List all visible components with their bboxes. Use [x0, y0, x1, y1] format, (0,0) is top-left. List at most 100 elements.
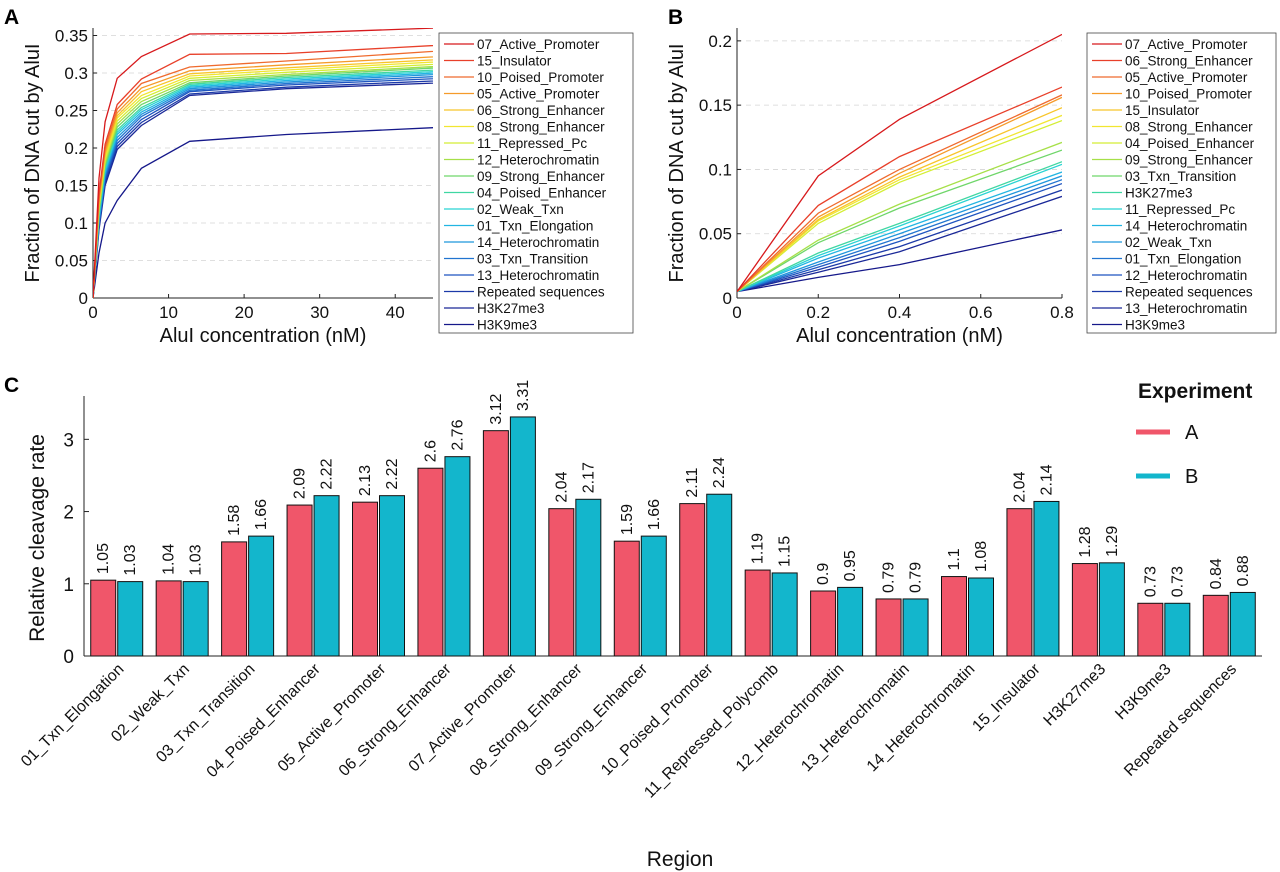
chart-c-category-label: 01_Txn_Elongation — [18, 661, 128, 771]
chart-a-series-line — [93, 76, 433, 298]
chart-c-bar-value-label: 3.31 — [515, 380, 532, 411]
chart-b-series-line — [737, 119, 1062, 293]
chart-c-bar-a — [1202, 594, 1229, 657]
chart-a-series-line — [93, 70, 433, 298]
chart-c-bar-value-label: 1.04 — [161, 544, 178, 575]
chart-c-bar-value-label: 0.79 — [908, 562, 925, 593]
chart-c-bar-value-label: 1.15 — [777, 536, 794, 567]
chart-c-bar-value-label: 1.08 — [973, 541, 990, 572]
chart-b-legend-label: 07_Active_Promoter — [1125, 37, 1248, 52]
chart-c-bar-value-label: 1.66 — [253, 499, 270, 530]
chart-a-legend-label: 06_Strong_Enhancer — [477, 103, 605, 118]
chart-c: 0 1 2 3 Relative cleavage rate Region 1.05 1.03… — [18, 380, 1262, 871]
chart-b-series-line — [737, 161, 1062, 293]
chart-c-bar-value-label: 0.73 — [1142, 566, 1159, 597]
chart-c-bar-value-label: 1.66 — [646, 499, 663, 530]
chart-a-series-line — [93, 78, 433, 298]
chart-a-legend-label: 13_Heterochromatin — [477, 268, 599, 283]
chart-b-y-tick-label: 0.05 — [699, 225, 732, 244]
chart-c-bar-b — [640, 535, 667, 657]
chart-c-legend-label: B — [1185, 466, 1198, 488]
chart-c-bar-value-label: 2.11 — [684, 468, 701, 498]
chart-a-legend-label: 15_Insulator — [477, 54, 552, 69]
chart-c-y-tick-label: 2 — [63, 503, 74, 524]
chart-b-y-tick-label: 0 — [723, 289, 732, 308]
chart-a-x-tick-label: 20 — [235, 303, 254, 322]
chart-c-bar-value-label: 0.84 — [1208, 558, 1225, 589]
chart-a-legend-label: Repeated sequences — [477, 285, 605, 300]
panel-label-a: A — [4, 6, 19, 29]
chart-c-bar-b — [248, 535, 275, 657]
chart-c-bar-value-label: 1.1 — [946, 548, 963, 570]
chart-a-y-tick-label: 0.35 — [55, 27, 88, 46]
chart-a-legend-label: 09_Strong_Enhancer — [477, 169, 605, 184]
chart-b-legend-label: H3K9me3 — [1125, 318, 1185, 333]
chart-c-bar-value-label: 0.9 — [815, 563, 832, 585]
chart-c-bar-value-label: 3.12 — [488, 393, 505, 424]
chart-c-bar-a — [1137, 602, 1164, 657]
chart-b-legend-label: 15_Insulator — [1125, 103, 1200, 118]
chart-a-legend-label: 03_Txn_Transition — [477, 252, 588, 267]
chart-c-bar-a — [221, 541, 248, 657]
chart-c-category-label: 12_Heterochromatin — [733, 661, 848, 776]
chart-c-bar-value-label: 2.76 — [449, 419, 466, 450]
chart-c-category-label: 07_Active_Promoter — [406, 660, 521, 775]
chart-c-category-label: 05_Active_Promoter — [275, 660, 390, 775]
chart-a-legend-label: 14_Heterochromatin — [477, 235, 599, 250]
chart-b-legend-label: 09_Strong_Enhancer — [1125, 153, 1253, 168]
chart-c-bar-value-label: 1.19 — [750, 533, 767, 564]
chart-b-legend-label: 05_Active_Promoter — [1125, 70, 1248, 85]
chart-b-series-line — [737, 96, 1062, 293]
chart-c-bar-value-label: 2.22 — [384, 458, 401, 489]
chart-c-bar-a — [548, 508, 575, 657]
chart-b-legend-label: 04_Poised_Enhancer — [1125, 136, 1255, 151]
chart-a-series-line — [93, 61, 433, 298]
chart-a-legend-label: 05_Active_Promoter — [477, 87, 600, 102]
chart-a-series-line — [93, 28, 433, 298]
chart-c-bar-value-label: 2.13 — [357, 465, 374, 496]
chart-c-bar-a — [941, 576, 967, 657]
chart-b-series-line — [737, 141, 1062, 293]
chart-c-bar-value-label: 0.88 — [1235, 555, 1252, 586]
chart-b-legend-label: 12_Heterochromatin — [1125, 268, 1247, 283]
chart-c-category-label: 09_Strong_Enhancer — [532, 660, 651, 779]
chart-a-legend-label: H3K27me3 — [477, 301, 545, 316]
chart-c-bar-value-label: 2.09 — [292, 468, 309, 499]
chart-a-series-line — [93, 69, 433, 298]
chart-c-bar-value-label: 1.28 — [1077, 526, 1094, 557]
chart-c-bar-b — [1229, 591, 1256, 657]
chart-c-bar-b — [575, 498, 602, 657]
chart-c-bar-value-label: 2.14 — [1038, 464, 1055, 495]
chart-b-y-tick-label: 0.2 — [708, 32, 732, 51]
chart-c-bar-value-label: 1.59 — [619, 504, 636, 535]
chart-c-bar-value-label: 2.04 — [1011, 471, 1028, 502]
chart-c-category-label: H3K27me3 — [1041, 661, 1110, 730]
chart-a-series-line — [93, 67, 433, 298]
chart-b-series-line — [737, 107, 1062, 293]
chart-b-series-line — [737, 86, 1062, 293]
chart-a-legend-label: 04_Poised_Enhancer — [477, 186, 607, 201]
chart-a-legend-label: 07_Active_Promoter — [477, 37, 600, 52]
chart-c-category-label: 04_Poised_Enhancer — [204, 660, 325, 781]
chart-c-bar-value-label: 1.03 — [188, 544, 205, 575]
chart-a-series-line — [93, 56, 433, 298]
chart-a-y-tick-label: 0 — [79, 289, 88, 308]
chart-c-category-label: 11_Repressed_Polycomb — [641, 661, 782, 802]
chart-c-bar-a — [417, 467, 444, 657]
chart-c-y-tick-label: 1 — [63, 575, 74, 596]
chart-a-x-tick-label: 0 — [88, 303, 97, 322]
chart-b-series-line — [737, 149, 1062, 293]
chart-a-x-tick-label: 10 — [159, 303, 178, 322]
chart-c-bar-value-label: 0.73 — [1169, 566, 1186, 597]
chart-c-category-label: 14_Heterochromatin — [864, 661, 979, 776]
chart-b-x-tick-label: 0.8 — [1050, 303, 1074, 322]
chart-b-y-tick-label: 0.1 — [708, 160, 732, 179]
chart-b-series-line — [737, 182, 1062, 293]
chart-b-series-line — [737, 195, 1062, 293]
chart-c-bar-b — [444, 456, 471, 657]
chart-c-bar-b — [837, 586, 864, 657]
chart-c-y-tick-label: 0 — [63, 647, 74, 668]
chart-c-bar-value-label: 1.58 — [226, 505, 243, 536]
chart-b-legend-label: H3K27me3 — [1125, 186, 1193, 201]
chart-c-bar-a — [810, 590, 837, 657]
